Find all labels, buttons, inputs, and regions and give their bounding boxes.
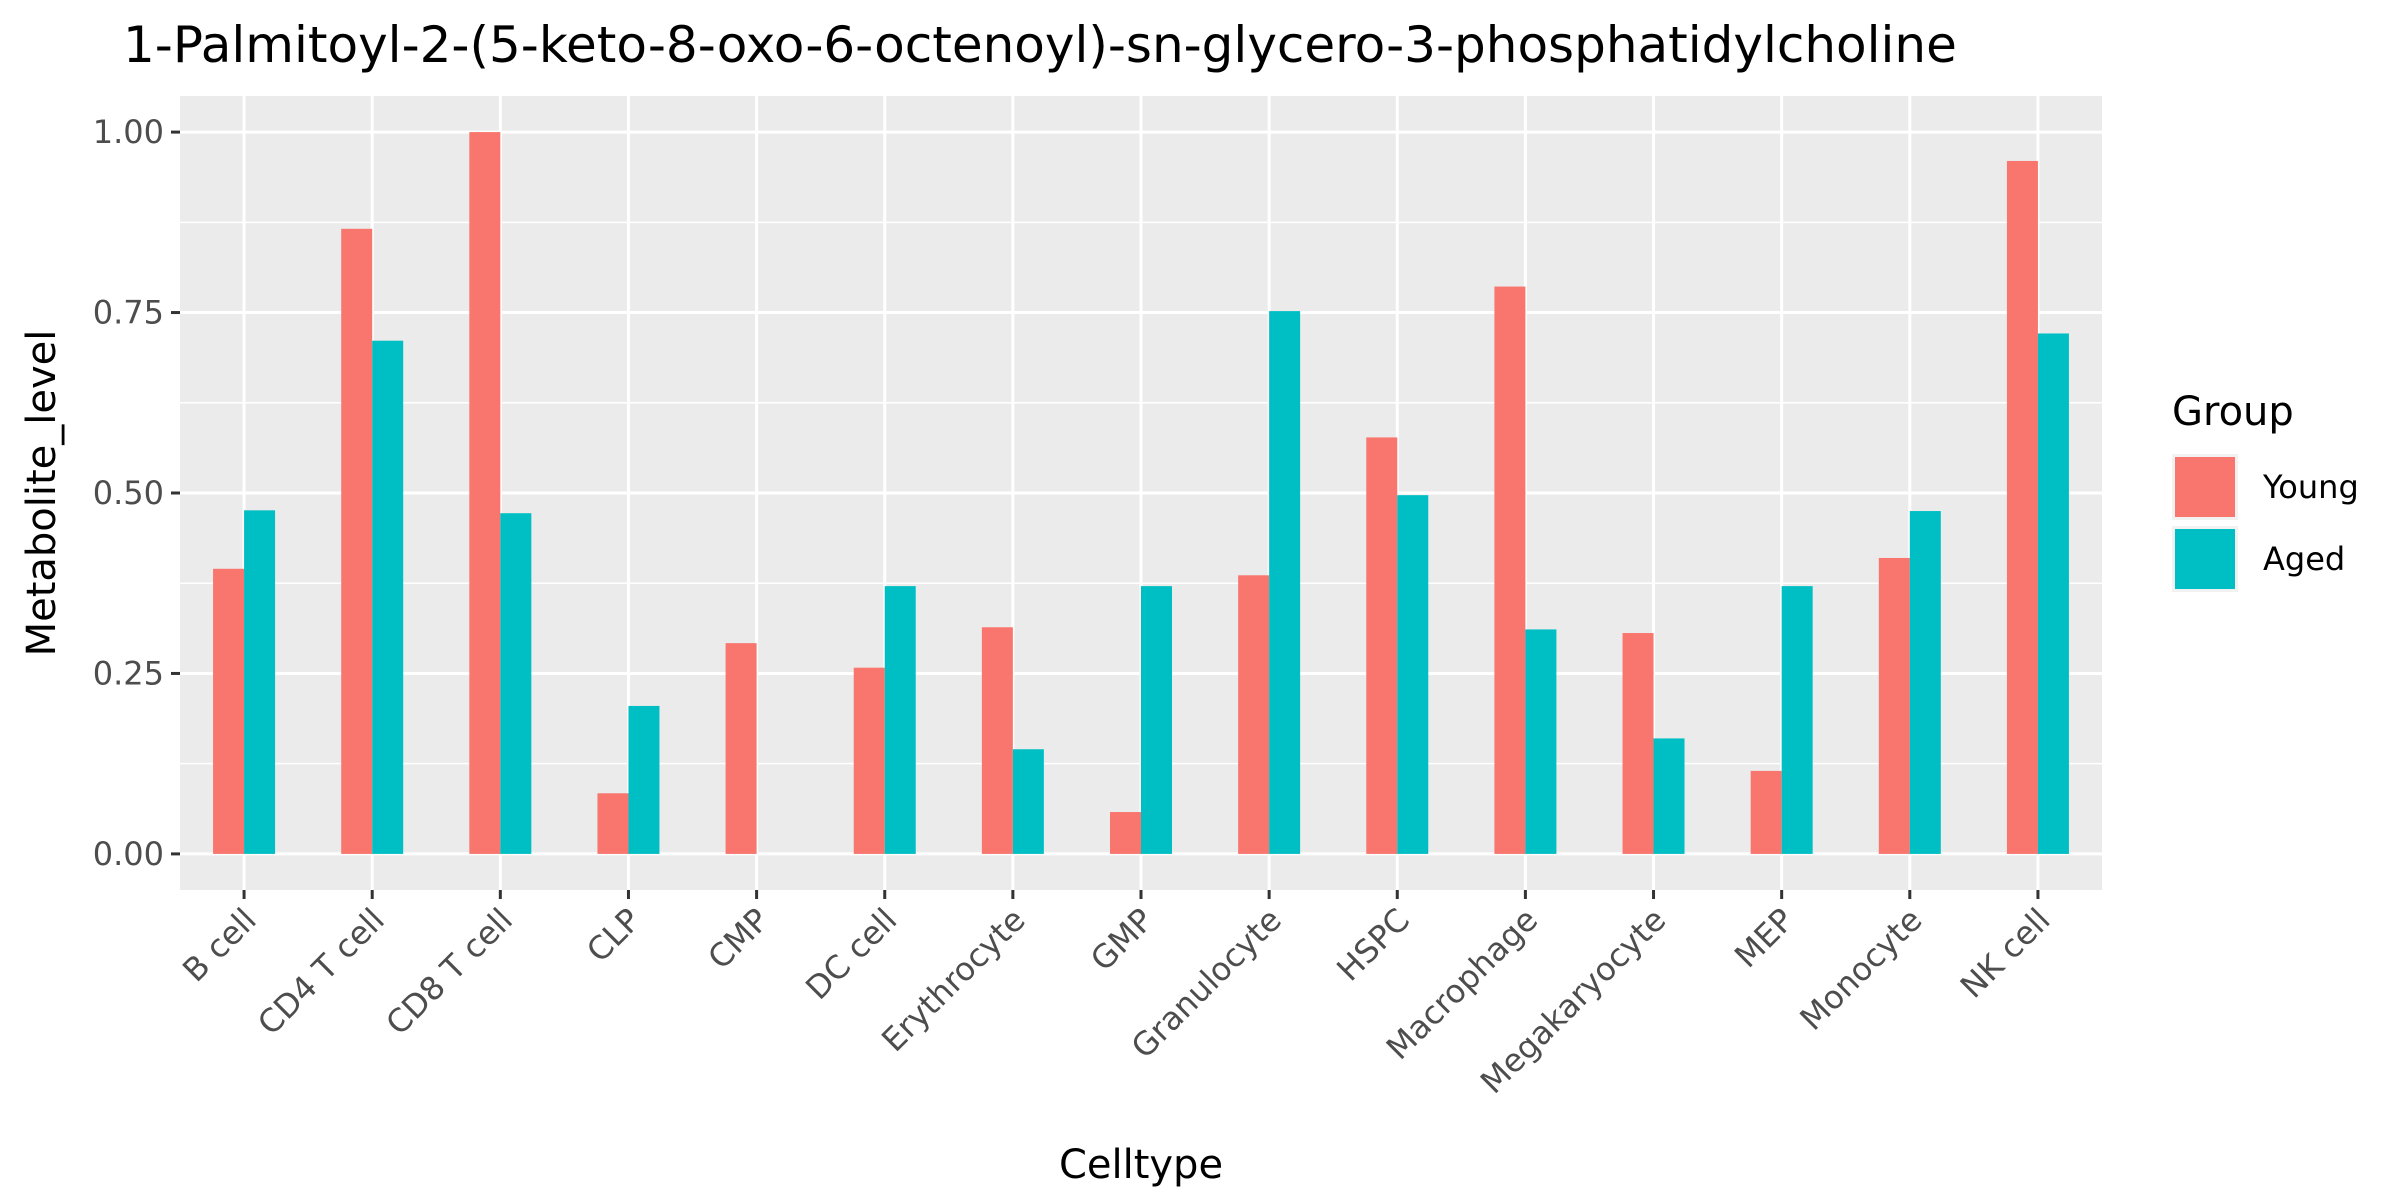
bar-young <box>2006 160 2038 854</box>
y-tick-label: 0.75 <box>93 294 164 332</box>
x-tick-label: GMP <box>1083 901 1161 979</box>
x-tick-label: CD4 T cell <box>250 901 392 1043</box>
bar-young <box>853 667 885 854</box>
legend-swatch-young <box>2175 457 2235 517</box>
bar-aged <box>1141 586 1172 854</box>
bar-young <box>1110 812 1141 854</box>
x-tick-label: MEP <box>1727 901 1801 975</box>
bar-young <box>1238 575 1270 854</box>
bar-young <box>1366 437 1398 854</box>
bar-young <box>1750 770 1782 854</box>
bar-aged <box>1269 311 1301 854</box>
bar-young <box>1494 286 1526 854</box>
bar-young <box>469 132 501 854</box>
legend-label-aged: Aged <box>2263 540 2345 578</box>
bar-aged <box>372 340 404 854</box>
bars <box>213 132 2069 854</box>
bar-young <box>981 627 1013 854</box>
bar-aged <box>500 513 532 854</box>
y-axis-title: Metabolite_level <box>19 330 65 657</box>
bar-aged <box>628 705 660 854</box>
bar-young <box>341 228 373 854</box>
x-tick-label: HSPC <box>1329 901 1417 989</box>
bar-aged <box>1525 629 1557 854</box>
chart-title: 1-Palmitoyl-2-(5-keto-8-oxo-6-octenoyl)-… <box>123 16 1957 74</box>
bar-young <box>213 568 245 854</box>
bar-aged <box>884 586 916 854</box>
bar-aged <box>2037 333 2069 854</box>
bar-aged <box>244 510 276 854</box>
x-tick-label: DC cell <box>798 901 904 1007</box>
bar-young <box>1622 633 1654 854</box>
x-tick-label: CLP <box>579 901 648 970</box>
x-tick-label: CD8 T cell <box>378 901 520 1043</box>
legend-label-young: Young <box>2262 468 2359 506</box>
legend-swatch-aged <box>2175 529 2235 589</box>
y-tick-label: 0.50 <box>93 474 164 512</box>
y-tick-label: 1.00 <box>93 113 164 151</box>
bar-young <box>1878 557 1910 854</box>
y-tick-label: 0.25 <box>93 654 164 692</box>
x-tick-label: CMP <box>700 901 776 977</box>
legend-title: Group <box>2172 389 2294 435</box>
x-tick-label: Monocyte <box>1792 901 1929 1038</box>
bar-aged <box>1012 749 1044 854</box>
bar-aged <box>1653 738 1685 854</box>
y-tick-label: 0.00 <box>93 835 164 873</box>
bar-aged <box>1781 586 1813 854</box>
x-axis-title: Celltype <box>1059 1142 1223 1188</box>
bar-aged <box>1397 495 1429 854</box>
legend: Group Young Aged <box>2172 389 2359 592</box>
x-tick-label: NK cell <box>1953 901 2058 1006</box>
bar-aged <box>1909 511 1941 854</box>
bar-young <box>597 793 629 854</box>
y-axis: 0.00 0.25 0.50 0.75 1.00 <box>93 113 180 873</box>
x-tick-label: B cell <box>175 901 264 990</box>
bar-young <box>725 643 757 854</box>
